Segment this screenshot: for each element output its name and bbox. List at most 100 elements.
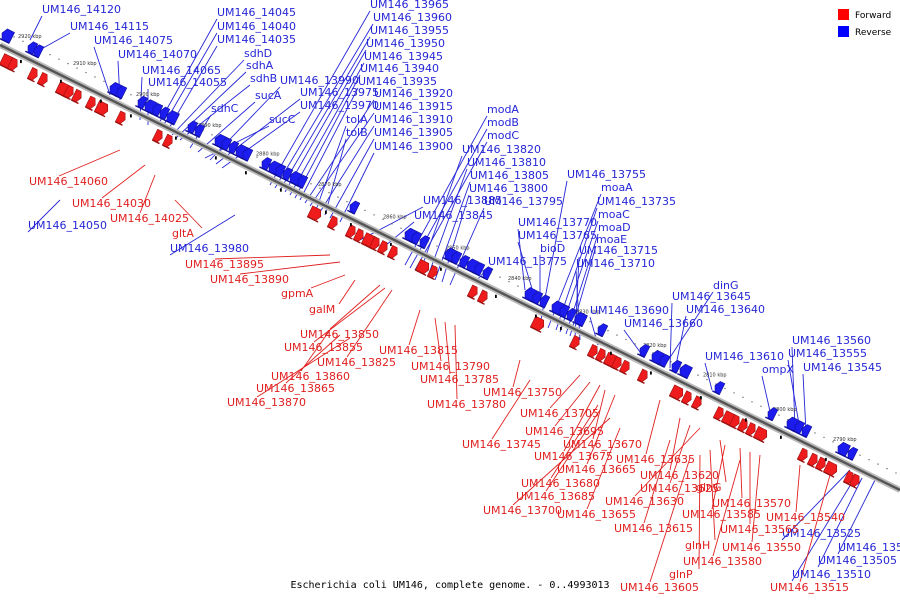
scale-dot (49, 54, 51, 56)
reverse-gene-arrow (25, 41, 39, 56)
reverse-gene-label: UM146_14045 (217, 6, 296, 19)
orf-mark (495, 294, 497, 298)
reverse-gene-label: sdhD (244, 47, 272, 60)
reverse-gene-label: UM146_13940 (360, 62, 439, 75)
reverse-gene-label: moaA (601, 181, 633, 194)
reverse-gene-arrow (114, 85, 128, 100)
reverse-gene-label: UM146_14120 (42, 3, 121, 16)
forward-leader-line (586, 427, 621, 510)
forward-gene-arrow (690, 395, 702, 411)
reverse-gene-label: UM146_13990 (280, 74, 359, 87)
reverse-leader-line (319, 125, 375, 213)
reverse-gene-label: moaD (598, 221, 631, 234)
orf-mark (780, 435, 782, 439)
reverse-gene-label: UM146_13970 (300, 99, 379, 112)
scale-dot (706, 378, 708, 381)
forward-gene-arrow (752, 426, 768, 444)
reverse-gene-label: UM146_14065 (142, 64, 221, 77)
reverse-leader-line (664, 291, 714, 366)
reverse-gene-label: UM146_13555 (788, 347, 867, 360)
forward-gene-arrow (668, 384, 684, 402)
scale-dot (508, 280, 510, 283)
reverse-gene-arrow (273, 164, 287, 179)
scale-dot (499, 276, 501, 278)
forward-leader-line (491, 379, 531, 440)
reverse-gene-arrow (530, 291, 544, 306)
reverse-gene-arrow (845, 446, 859, 461)
forward-gene-label: UM146_13615 (614, 522, 693, 535)
scale-dot (625, 338, 627, 341)
scale-dot (76, 67, 78, 69)
reverse-gene-label: modC (487, 129, 519, 142)
forward-gene-arrow (796, 447, 808, 464)
forward-leader-line (649, 457, 691, 583)
forward-gene-arrow (386, 245, 398, 261)
kbp-tick-label: 2850 kbp (446, 245, 470, 251)
scale-dot (589, 321, 591, 323)
forward-leader-line (550, 404, 599, 479)
kbp-tick-label: 2880 kbp (256, 152, 280, 158)
forward-gene-label: glnH (685, 539, 710, 552)
forward-gene-arrow (814, 456, 826, 473)
reverse-gene-label: UM146_13920 (374, 87, 453, 100)
reverse-leader-line (197, 101, 256, 153)
forward-gene-label: UM146_13750 (483, 386, 562, 399)
forward-leader-line (751, 454, 761, 543)
forward-gene-arrow (466, 284, 478, 300)
reverse-gene-label: UM146_13905 (374, 126, 453, 139)
reverse-gene-arrow (280, 167, 294, 182)
reverse-gene-label: UM146_13735 (597, 195, 676, 208)
forward-leader-line (549, 374, 581, 409)
forward-gene-arrow (161, 133, 173, 150)
scale-dot (211, 134, 213, 136)
reverse-gene-label: UM146_13715 (579, 244, 658, 257)
forward-gene-arrow (26, 67, 38, 83)
reverse-gene-label: UM146_14040 (217, 20, 296, 33)
reverse-leader-line (299, 87, 359, 201)
legend-forward-swatch (838, 9, 849, 20)
forward-gene-arrow (114, 110, 126, 126)
reverse-leader-line (517, 228, 526, 291)
reverse-gene-label: UM146_13980 (170, 242, 249, 255)
reverse-gene-arrow (185, 120, 199, 135)
reverse-gene-label: UM146_13640 (686, 303, 765, 316)
reverse-leader-line (669, 302, 673, 369)
forward-gene-arrow (568, 335, 580, 351)
forward-leader-line (669, 424, 691, 484)
reverse-leader-line (157, 18, 218, 126)
forward-leader-line (669, 417, 681, 471)
genome-backbone (0, 42, 900, 493)
orf-mark (825, 457, 827, 462)
forward-leader-line (101, 164, 146, 199)
reverse-gene-label: UM146_13505 (818, 554, 897, 567)
forward-gene-label: UM146_13860 (271, 370, 350, 383)
forward-leader-line (408, 309, 421, 346)
forward-leader-line (698, 454, 701, 570)
forward-gene-arrow (93, 100, 109, 118)
reverse-gene-arrow (226, 140, 240, 155)
reverse-gene-label: moaC (598, 208, 630, 221)
orf-mark (700, 396, 702, 400)
reverse-leader-line (29, 15, 43, 41)
scale-dot (742, 396, 744, 399)
reverse-leader-line (289, 62, 365, 196)
forward-gene-label: gpmA (281, 287, 314, 300)
forward-gene-label: galM (309, 303, 335, 316)
forward-leader-line (719, 439, 727, 483)
forward-gene-label: UM146_13540 (766, 511, 845, 524)
forward-gene-label: UM146_13870 (227, 396, 306, 409)
forward-gene-label: UM146_13625 (640, 482, 719, 495)
scale-dot (823, 436, 825, 439)
reverse-gene-arrow (765, 407, 779, 422)
reverse-leader-line (279, 36, 371, 191)
forward-gene-label: UM146_13695 (525, 425, 604, 438)
reverse-gene-label: UM146_13885 (423, 194, 502, 207)
scale-dot (616, 334, 618, 336)
forward-leader-line (434, 317, 442, 362)
forward-leader-line (709, 449, 716, 541)
kbp-tick-label: 2920 kbp (18, 34, 42, 40)
forward-gene-arrow (618, 359, 630, 376)
reverse-gene-label: UM146_13500 (838, 541, 900, 554)
scale-dot (517, 285, 519, 287)
reverse-leader-line (309, 112, 375, 207)
